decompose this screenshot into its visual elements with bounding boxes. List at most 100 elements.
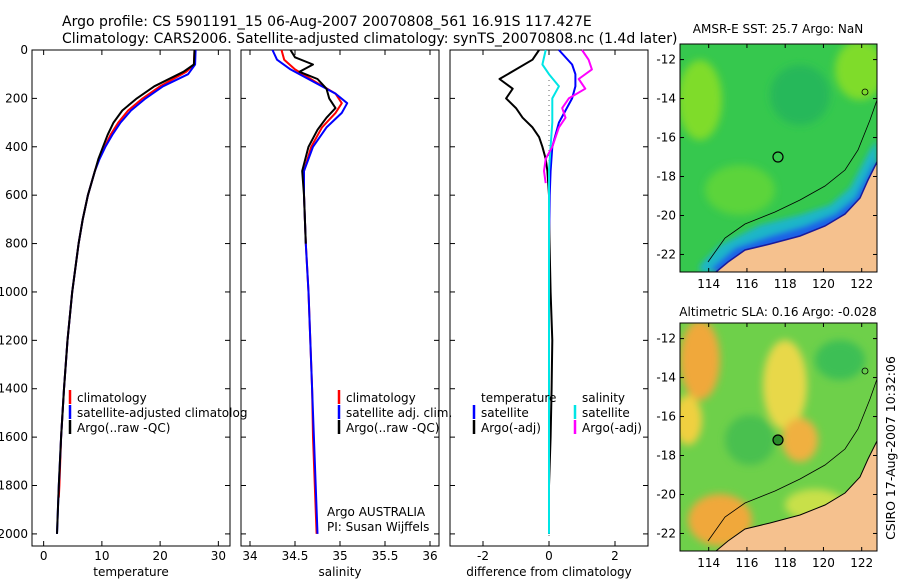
x-tick-label: 0 — [545, 549, 553, 563]
legend-label-satellite: satellite adj. clim. — [346, 406, 452, 420]
map-x-tick-label: 118 — [774, 277, 797, 291]
y-tick-label: 1200 — [0, 333, 28, 347]
sst-warm-patch — [835, 44, 877, 100]
y-tick-label: 0 — [20, 43, 28, 57]
temperature-legend: climatology satellite-adjusted climatolo… — [68, 390, 247, 435]
legend-label-argo: Argo(..raw -QC) — [77, 421, 170, 435]
map-y-tick-label: -22 — [656, 526, 676, 540]
sla-bathymetry-contour — [707, 378, 877, 542]
map-x-tick-label: 114 — [697, 277, 720, 291]
map-y-tick-label: -18 — [656, 170, 676, 184]
sla-map-frame — [679, 322, 878, 552]
sla-island-icon — [861, 367, 869, 375]
map-x-tick-label: 118 — [774, 556, 797, 570]
temperature-xlabel: temperature — [93, 565, 168, 579]
y-tick-label: 1000 — [0, 285, 28, 299]
x-tick-label: 10 — [94, 549, 109, 563]
temperature-panel-frame — [31, 49, 231, 547]
legend-label-satellite: satellite-adjusted climatolog — [77, 406, 247, 420]
figure-subtitle: Climatology: CARS2006. Satellite-adjuste… — [62, 31, 677, 47]
sla-low-patch — [725, 415, 775, 465]
y-tick-label: 800 — [5, 237, 28, 251]
sla-high-patch — [680, 395, 702, 445]
sst-map-field — [680, 44, 877, 272]
sla-high-patch — [688, 494, 752, 546]
sst-cool-patch — [770, 65, 830, 125]
legend-label-climatology: climatology — [77, 391, 147, 405]
sla-high-patch — [680, 323, 720, 400]
sla-high-patch — [763, 340, 807, 430]
sla-high-patch — [782, 418, 818, 462]
legend-title-salinity: salinity — [582, 391, 625, 405]
difference-legend-salinity: salinity satellite Argo(-adj) — [573, 391, 642, 435]
sla-land — [716, 441, 877, 551]
sst-island-icon — [861, 88, 869, 96]
legend-label-sal-satellite: satellite — [582, 406, 630, 420]
map-x-tick-label: 116 — [735, 556, 758, 570]
y-tick-label: 1800 — [0, 479, 28, 493]
sla-low-patch — [815, 340, 865, 380]
annotation-pi: PI: Susan Wijffels — [327, 520, 429, 534]
legend-label-sal-argo: Argo(-adj) — [582, 421, 642, 435]
map-y-tick-label: -14 — [656, 371, 676, 385]
x-tick-label: 20 — [152, 549, 167, 563]
sst-warm-patch — [680, 60, 722, 140]
x-tick-label: 2 — [611, 549, 619, 563]
sla-argo-marker — [772, 434, 784, 446]
series-line-salinity-satellite — [541, 49, 560, 534]
series-line-salinity-argo-adj- — [543, 49, 593, 184]
x-tick-label: 0 — [40, 549, 48, 563]
axis-ticks: 0 10 20 30020040060080010001200140016001800… — [0, 43, 648, 563]
map-x-tick-label: 120 — [812, 556, 835, 570]
sst-bathymetry-contour — [707, 99, 877, 263]
sst-warm-patch — [705, 165, 775, 215]
legend-title-temperature: temperature — [481, 391, 556, 405]
series-line-satellite-adjusted-climatolog — [56, 49, 197, 534]
sst-argo-marker — [772, 151, 784, 163]
legend-label-climatology: climatology — [346, 391, 416, 405]
x-tick-label: 30 — [211, 549, 226, 563]
map-y-tick-label: -12 — [656, 53, 676, 67]
legend-label-temp-argo: Argo(-adj) — [481, 421, 541, 435]
series-line-temperature-argo-adj- — [498, 49, 554, 534]
map-y-tick-label: -18 — [656, 449, 676, 463]
y-tick-label: 1600 — [0, 430, 28, 444]
map-y-tick-label: -16 — [656, 410, 676, 424]
annotation-argo-australia: Argo AUSTRALIA — [327, 505, 426, 519]
y-tick-label: 2000 — [0, 527, 28, 541]
map-x-tick-label: 116 — [735, 277, 758, 291]
map-y-tick-label: -20 — [656, 208, 676, 222]
figure-title: Argo profile: CS 5901191_15 06-Aug-2007 … — [62, 14, 592, 30]
map-y-tick-label: -22 — [656, 247, 676, 261]
map-x-tick-label: 114 — [697, 556, 720, 570]
sst-map-title: AMSR-E SST: 25.7 Argo: NaN — [693, 22, 863, 36]
x-tick-label: 35.5 — [372, 549, 399, 563]
difference-legend-temperature: temperature satellite Argo(-adj) — [472, 391, 556, 435]
x-tick-label: 34 — [242, 549, 257, 563]
sla-map-title: Altimetric SLA: 0.16 Argo: -0.028 — [679, 305, 876, 319]
x-tick-label: 36 — [422, 549, 437, 563]
sst-coastline — [715, 161, 877, 272]
map-x-tick-label: 122 — [850, 556, 873, 570]
difference-xlabel: difference from climatology — [466, 565, 632, 579]
sst-map-frame — [679, 43, 878, 273]
series-line-argo-raw-qc- — [289, 49, 337, 244]
y-tick-label: 600 — [5, 188, 28, 202]
sla-coastline — [715, 440, 877, 551]
y-tick-label: 200 — [5, 91, 28, 105]
map-x-tick-label: 120 — [812, 277, 835, 291]
map-y-tick-label: -12 — [656, 332, 676, 346]
map-axis-ticks: 114 116 118 120 122 -12 -14 -16 -18 -20 -22 114 116 1… — [656, 44, 877, 570]
y-tick-label: 400 — [5, 140, 28, 154]
x-tick-label: 35 — [332, 549, 347, 563]
x-tick-label: -2 — [477, 549, 489, 563]
map-y-tick-label: -20 — [656, 487, 676, 501]
sst-land — [716, 162, 877, 272]
x-tick-label: 34.5 — [282, 549, 309, 563]
series-line-argo-raw-qc- — [56, 49, 196, 534]
map-x-tick-label: 122 — [850, 277, 873, 291]
legend-label-argo: Argo(..raw -QC) — [346, 421, 439, 435]
credit-label: CSIRO 17-Aug-2007 10:32:06 — [883, 356, 898, 540]
series-line-satellite-adj-clim- — [271, 49, 349, 534]
